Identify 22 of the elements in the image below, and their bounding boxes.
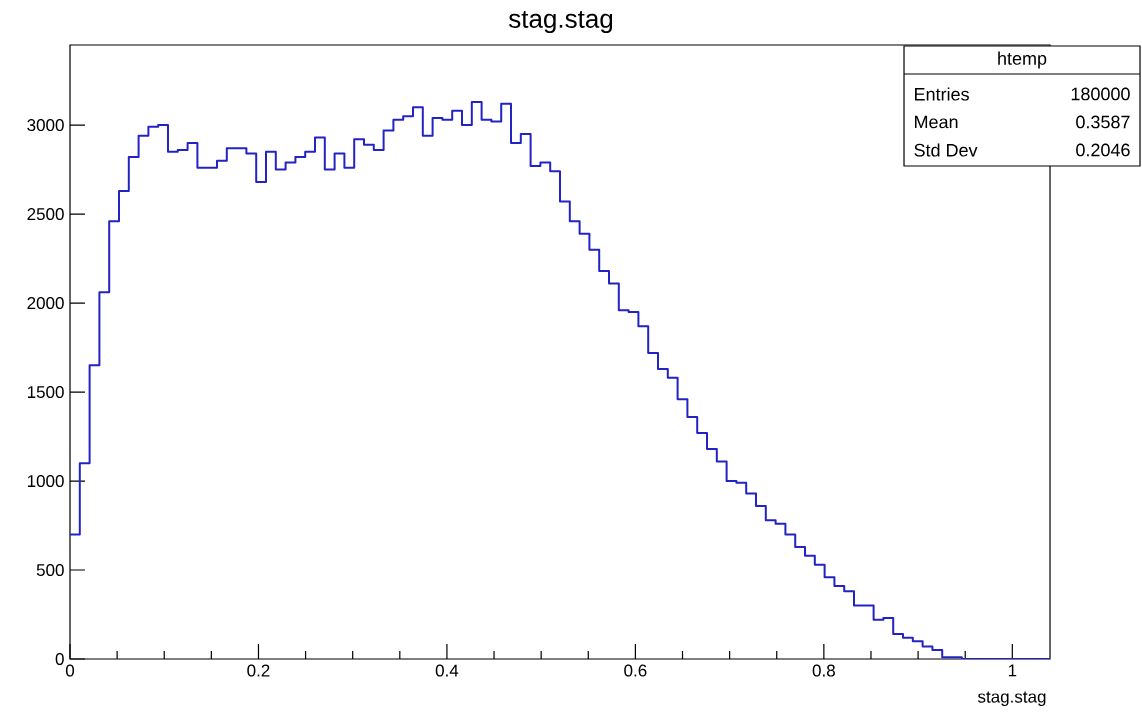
text: 180000 <box>1071 87 1130 101</box>
y-tick-label: 500 <box>36 563 64 577</box>
text: 0.2046 <box>1076 143 1130 157</box>
y-tick-label: 2500 <box>27 208 64 221</box>
y-tick-label: 3000 <box>27 119 64 132</box>
x-tick-label: 0.6 <box>624 664 647 677</box>
y-tick-label: 0 <box>55 652 64 666</box>
x-tick-label: 1 <box>1008 664 1017 677</box>
chart-title: stag.stag <box>508 10 613 34</box>
y-tick-label: 2000 <box>27 297 64 310</box>
annotation: htemp <box>998 51 1047 69</box>
x-tick-label: 0.2 <box>247 664 270 677</box>
x-tick-label: 0.4 <box>435 664 459 677</box>
x-tick-label: 0 <box>65 664 75 677</box>
y-tick-label: 1000 <box>27 475 64 488</box>
annotation: Entries <box>915 87 969 101</box>
x-tick-label: 0.8 <box>812 664 835 677</box>
y-tick-label: 1500 <box>27 386 64 399</box>
x-axis-title: stag.stag <box>977 691 1046 707</box>
text: 0.3587 <box>1076 115 1130 129</box>
annotation: Mean <box>915 115 958 129</box>
annotation: Std Dev <box>914 143 978 157</box>
